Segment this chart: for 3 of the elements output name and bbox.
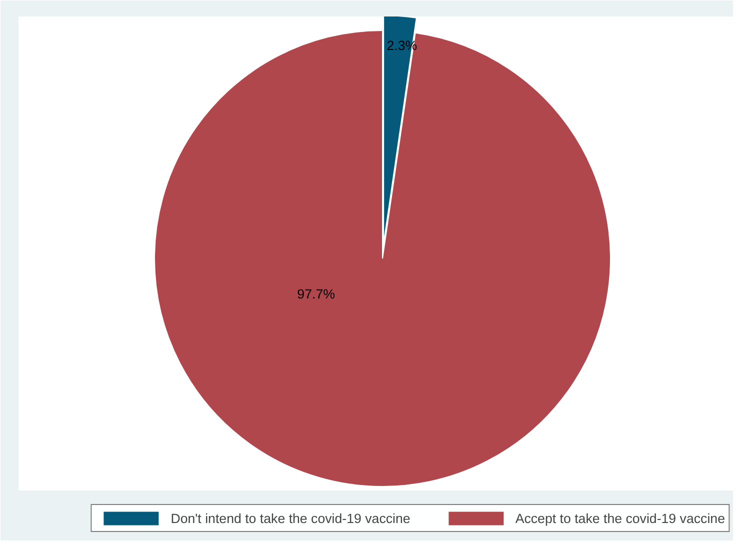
data-label: 97.7%: [297, 286, 336, 302]
legend-label: Accept to take the covid-19 vaccine: [515, 510, 725, 526]
legend-label: Don't intend to take the covid-19 vaccine: [170, 510, 410, 526]
